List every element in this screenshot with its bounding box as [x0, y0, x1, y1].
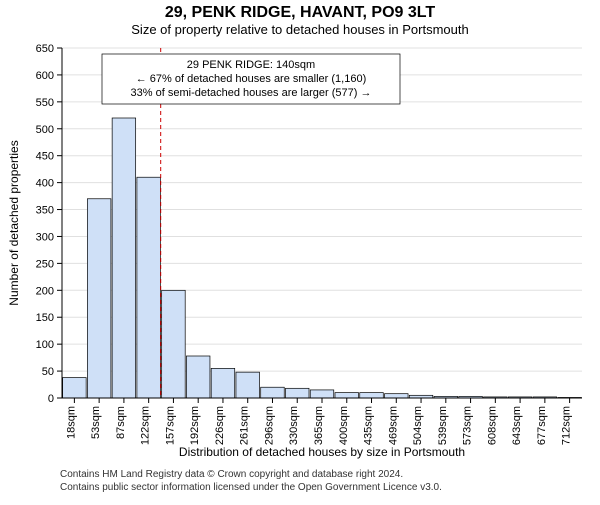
x-tick-label: 157sqm — [164, 406, 176, 445]
histogram-bar — [63, 378, 87, 398]
x-tick-label: 226sqm — [214, 406, 226, 445]
x-tick-label: 400sqm — [338, 406, 350, 445]
x-tick-label: 677sqm — [536, 406, 548, 445]
y-tick-label: 350 — [36, 205, 54, 217]
x-tick-label: 469sqm — [387, 406, 399, 445]
y-tick-label: 450 — [36, 151, 54, 163]
chart-title-2: Size of property relative to detached ho… — [131, 22, 468, 37]
histogram-bar — [385, 394, 409, 398]
y-tick-label: 0 — [48, 393, 54, 405]
x-tick-label: 18sqm — [65, 406, 77, 439]
y-tick-label: 200 — [36, 285, 54, 297]
histogram-bar — [162, 290, 186, 398]
annotation-text: ← 67% of detached houses are smaller (1,… — [136, 73, 367, 85]
y-tick-label: 250 — [36, 258, 54, 270]
x-tick-label: 539sqm — [437, 406, 449, 445]
x-tick-label: 330sqm — [288, 406, 300, 445]
x-tick-label: 296sqm — [263, 406, 275, 445]
x-tick-label: 643sqm — [511, 406, 523, 445]
y-tick-label: 50 — [42, 366, 54, 378]
x-tick-label: 435sqm — [363, 406, 375, 445]
histogram-bar — [236, 372, 260, 398]
histogram-chart: 0 50 100 150 200 250 300 350 400 450 500 550 600 650 1… — [0, 0, 600, 500]
x-tick-label: 608sqm — [486, 406, 498, 445]
annotation-text: 29 PENK RIDGE: 140sqm — [187, 59, 315, 71]
x-tick-label: 53sqm — [90, 406, 102, 439]
x-tick-label: 261sqm — [239, 406, 251, 445]
annotation-text: 33% of semi-detached houses are larger (… — [131, 87, 372, 99]
x-tick-label: 504sqm — [412, 406, 424, 445]
histogram-bar — [112, 118, 136, 398]
y-tick-label: 650 — [36, 43, 54, 55]
histogram-bar — [261, 387, 285, 398]
histogram-bar — [285, 388, 309, 398]
y-tick-label: 600 — [36, 70, 54, 82]
footer-copyright-1: Contains HM Land Registry data © Crown c… — [60, 469, 403, 480]
y-tick-label: 100 — [36, 339, 54, 351]
y-tick-label: 300 — [36, 231, 54, 243]
histogram-bar — [310, 390, 334, 398]
x-tick-label: 87sqm — [115, 406, 127, 439]
x-tick-label: 122sqm — [140, 406, 152, 445]
chart-title-1: 29, PENK RIDGE, HAVANT, PO9 3LT — [165, 4, 435, 21]
x-tick-label: 573sqm — [462, 406, 474, 445]
y-tick-label: 400 — [36, 178, 54, 190]
histogram-bar — [137, 177, 161, 398]
y-tick-label: 150 — [36, 312, 54, 324]
y-axis-label: Number of detached properties — [7, 140, 21, 305]
x-tick-label: 192sqm — [189, 406, 201, 445]
x-tick-label: 712sqm — [561, 406, 573, 445]
chart-container: 29, PENK RIDGE, HAVANT, PO9 3LT Size of … — [0, 0, 600, 500]
histogram-bar — [360, 393, 384, 398]
x-tick-label: 365sqm — [313, 406, 325, 445]
histogram-bar — [186, 356, 210, 398]
histogram-bar — [87, 199, 111, 398]
histogram-bar — [211, 368, 235, 398]
footer-copyright-2: Contains public sector information licen… — [60, 482, 442, 493]
y-tick-label: 500 — [36, 124, 54, 136]
histogram-bar — [335, 393, 359, 398]
y-tick-label: 550 — [36, 97, 54, 109]
x-axis-label: Distribution of detached houses by size … — [179, 445, 465, 459]
